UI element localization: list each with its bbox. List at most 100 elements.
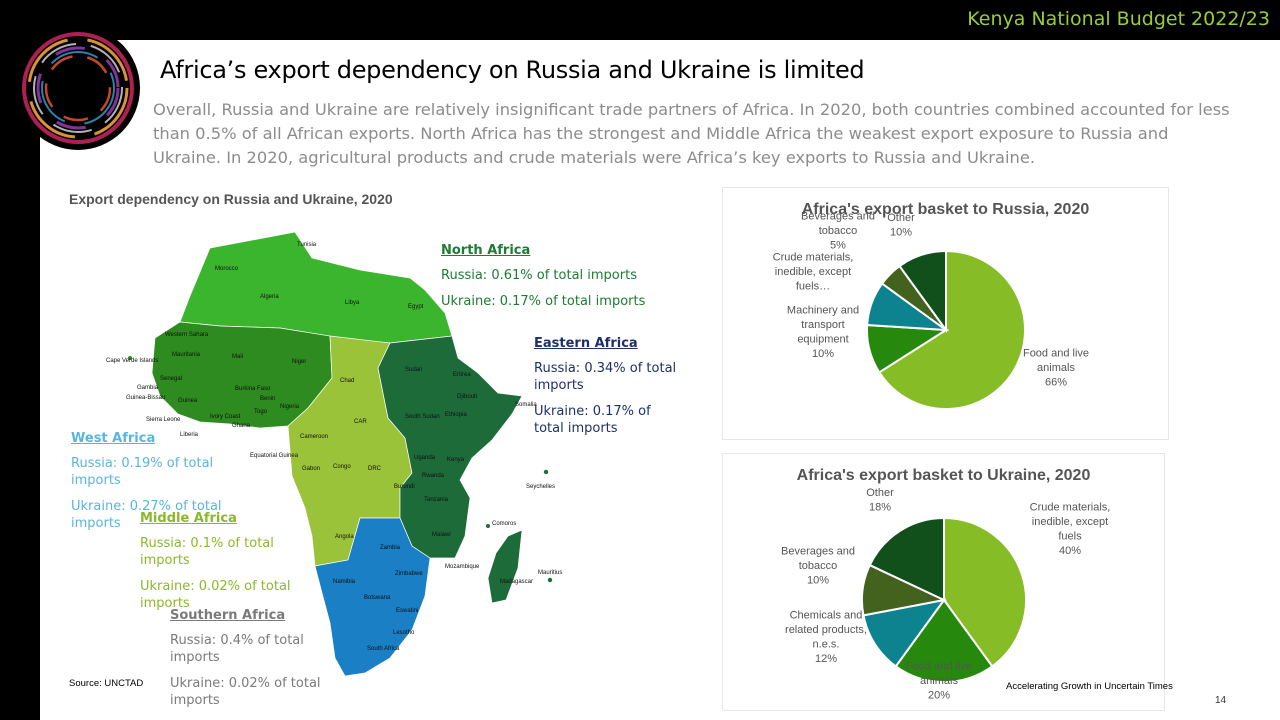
map-label-benin: Benin bbox=[260, 396, 275, 402]
map-label-rwanda: Rwanda bbox=[422, 473, 445, 479]
header-title: Kenya National Budget 2022/23 bbox=[967, 8, 1270, 30]
map-label-car: CAR bbox=[354, 419, 367, 425]
map-label-sierra-leone: Sierra Leone bbox=[146, 417, 181, 423]
map-label-gabon: Gabon bbox=[302, 466, 320, 472]
map-label-malawi: Malawi bbox=[432, 532, 451, 538]
map-label-ghana: Ghana bbox=[232, 423, 251, 429]
map-label-burkina-faso: Burkina Faso bbox=[235, 386, 271, 392]
map-label-guinea: Guinea bbox=[178, 398, 198, 404]
map-island-seychelles bbox=[543, 469, 549, 475]
map-island-comoros bbox=[486, 524, 490, 528]
map-label-sudan: Sudan bbox=[405, 367, 422, 373]
page-title: Africa’s export dependency on Russia and… bbox=[160, 56, 865, 84]
region-west-russia: Russia: 0.19% of total imports bbox=[71, 456, 214, 488]
region-middle: Middle Africa Russia: 0.1% of total impo… bbox=[140, 510, 300, 621]
map-label-botswana: Botswana bbox=[364, 595, 391, 601]
region-eastern-ukraine: Ukraine: 0.17% of total imports bbox=[534, 404, 651, 436]
pie1-slice-4 bbox=[868, 516, 945, 602]
map-label-chad: Chad bbox=[340, 378, 354, 384]
pie0-slice-4 bbox=[898, 249, 947, 334]
map-label-western-sahara: Western Sahara bbox=[165, 332, 209, 338]
map-label-mozambique: Mozambique bbox=[445, 564, 480, 570]
region-eastern-russia: Russia: 0.34% of total imports bbox=[534, 361, 677, 393]
map-label-equatorial-guinea: Equatorial Guinea bbox=[250, 453, 299, 459]
map-label-cameroon: Cameroon bbox=[300, 434, 328, 440]
region-west-ukraine: Ukraine: 0.27% of total imports bbox=[71, 499, 222, 531]
map-label-lesotho: Lesotho bbox=[393, 630, 415, 636]
region-southern: Southern Africa Russia: 0.4% of total im… bbox=[170, 607, 345, 718]
region-eastern-name: Eastern Africa bbox=[534, 336, 638, 351]
map-label-seychelles: Seychelles bbox=[526, 484, 555, 490]
region-west-name: West Africa bbox=[71, 431, 156, 446]
pie0-label-2: Crude materials, inedible, except fuels… bbox=[773, 252, 854, 293]
map-label-niger: Niger bbox=[292, 359, 306, 365]
map-label-kenya: Kenya bbox=[447, 457, 465, 463]
map-label-egypt: Egypt bbox=[408, 304, 424, 310]
pie1-label-3: Beverages and tobacco 10% bbox=[781, 546, 855, 587]
map-label-madagascar: Madagascar bbox=[500, 579, 533, 585]
region-north-ukraine: Ukraine: 0.17% of total imports bbox=[441, 294, 646, 309]
footer-tagline: Accelerating Growth in Uncertain Times bbox=[1006, 681, 1173, 692]
map-label-eritrea: Eritrea bbox=[453, 372, 471, 378]
map-label-senegal: Senegal bbox=[160, 376, 182, 382]
map-label-tanzania: Tanzania bbox=[424, 497, 449, 503]
map-label-morocco: Morocco bbox=[215, 266, 239, 272]
map-label-guinea-bissau: Guinea-Bissau bbox=[126, 395, 165, 401]
map-label-tunisia: Tunisia bbox=[297, 242, 317, 248]
map-label-drc: DRC bbox=[368, 466, 382, 472]
map-label-comoros: Comoros bbox=[492, 521, 516, 527]
pie-ukraine-svg: Crude materials, inedible, except fuels 40%… bbox=[781, 487, 1110, 702]
map-region-eastern bbox=[377, 335, 523, 559]
map-label-zimbabwe: Zimbabwe bbox=[395, 571, 423, 577]
source-note: Source: UNCTAD bbox=[69, 678, 144, 689]
map-label-congo: Congo bbox=[333, 464, 351, 470]
region-middle-russia: Russia: 0.1% of total imports bbox=[140, 536, 274, 568]
map-island-cape-verde bbox=[128, 356, 132, 360]
map-label-ivory-coast: Ivory Coast bbox=[210, 414, 241, 420]
pie1-slice-1 bbox=[894, 598, 994, 683]
page-number: 14 bbox=[1215, 695, 1227, 706]
pie1-label-1: Food and live animals 20% bbox=[906, 661, 972, 702]
africa-map: Tunisia Morocco Algeria Libya Egypt Western S… bbox=[106, 231, 562, 677]
map-label-somalia: Somalia bbox=[515, 402, 537, 408]
pie0-label-0: Food and live animals 66% bbox=[1023, 348, 1089, 389]
pie0-slice-0 bbox=[877, 249, 1026, 410]
map-label-burundi: Burundi bbox=[394, 484, 415, 490]
map-label-angola: Angola bbox=[335, 534, 354, 540]
map-title: Export dependency on Russia and Ukraine,… bbox=[69, 191, 393, 207]
map-label-south-sudan: South Sudan bbox=[405, 414, 440, 420]
pie-chart-ukraine: Africa's export basket to Ukraine, 2020 … bbox=[722, 453, 1165, 711]
map-label-nigeria: Nigeria bbox=[280, 404, 300, 410]
map-label-mauritius: Mauritius bbox=[538, 570, 562, 576]
region-southern-name: Southern Africa bbox=[170, 608, 286, 623]
map-label-gambia: Gambia bbox=[137, 385, 159, 391]
map-island-mauritius bbox=[547, 577, 553, 583]
map-label-algeria: Algeria bbox=[260, 294, 279, 300]
map-madagascar bbox=[487, 529, 523, 604]
map-label-uganda: Uganda bbox=[414, 455, 436, 461]
pie0-label-1: Machinery and transport equipment 10% bbox=[787, 304, 859, 360]
pie-russia-svg: Food and live animals 66% Machinery and tran… bbox=[773, 211, 1089, 410]
page-subtitle: Overall, Russia and Ukraine are relative… bbox=[153, 100, 1230, 167]
map-label-mali: Mali bbox=[232, 354, 243, 360]
map-label-cape-verde-islands: Cape Verde Islands bbox=[106, 358, 158, 364]
pie-chart-russia: Africa's export basket to Russia, 2020 F… bbox=[722, 187, 1169, 440]
region-southern-russia: Russia: 0.4% of total imports bbox=[170, 633, 304, 665]
region-southern-ukraine: Ukraine: 0.02% of total imports bbox=[170, 676, 321, 708]
map-label-liberia: Liberia bbox=[180, 432, 199, 438]
pie1-label-4: Other 18% bbox=[866, 487, 894, 514]
pie1-label-2: Chemicals and related products, n.e.s. 12% bbox=[785, 609, 867, 665]
map-label-mauritania: Mauritania bbox=[172, 352, 201, 358]
region-west: West Africa Russia: 0.19% of total impor… bbox=[71, 430, 241, 541]
region-eastern: Eastern Africa Russia: 0.34% of total im… bbox=[534, 335, 684, 446]
region-north-name: North Africa bbox=[441, 243, 531, 258]
pie1-slice-2 bbox=[862, 598, 947, 668]
pie-ukraine-title: Africa's export basket to Ukraine, 2020 bbox=[796, 467, 1091, 484]
map-region-southern bbox=[314, 517, 431, 677]
map-label-togo: Togo bbox=[254, 409, 268, 415]
map-label-libya: Libya bbox=[345, 300, 360, 306]
map-label-djibouti: Djibouti bbox=[457, 394, 477, 400]
top-bar bbox=[0, 0, 1280, 40]
map-label-zambia: Zambia bbox=[380, 545, 401, 551]
region-middle-name: Middle Africa bbox=[140, 511, 237, 526]
